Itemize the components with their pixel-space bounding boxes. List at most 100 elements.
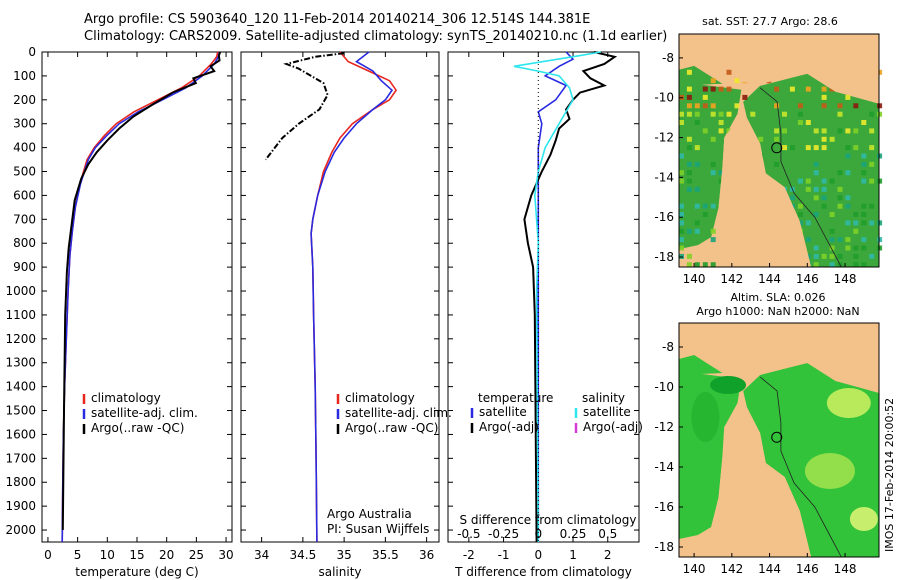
map-y-tick-label: -8 bbox=[662, 340, 674, 354]
sst-cell bbox=[861, 212, 866, 217]
legend-diff-s-label: satellite bbox=[583, 405, 631, 419]
annotation-line-2: PI: Susan Wijffels bbox=[327, 522, 429, 536]
sst-cell bbox=[869, 112, 874, 117]
legend-temperature-panel-label: climatology bbox=[91, 391, 161, 405]
sst-cell bbox=[687, 87, 692, 92]
sla-map-title: Altim. SLA: 0.026 bbox=[730, 291, 825, 304]
x-tick-label: 34.5 bbox=[290, 548, 317, 562]
sst-cell bbox=[830, 237, 835, 242]
sst-cell bbox=[838, 204, 843, 209]
x-tick-label: 35 bbox=[336, 548, 351, 562]
sst-cell bbox=[679, 120, 684, 125]
sst-cell bbox=[877, 154, 882, 159]
sla-patch bbox=[691, 392, 719, 442]
sst-cell bbox=[774, 137, 779, 142]
sst-cell bbox=[782, 112, 787, 117]
sst-cell bbox=[861, 154, 866, 159]
sst-cell bbox=[687, 187, 692, 192]
sst-cell bbox=[711, 170, 716, 175]
sst-cell bbox=[814, 128, 819, 133]
sst-cell bbox=[703, 103, 708, 108]
sst-cell bbox=[877, 112, 882, 117]
sst-cell bbox=[877, 103, 882, 108]
y-tick-label: 600 bbox=[13, 188, 36, 202]
sst-cell bbox=[687, 137, 692, 142]
sst-cell bbox=[853, 103, 858, 108]
sst-cell bbox=[711, 229, 716, 234]
map-x-tick-label: 146 bbox=[796, 272, 819, 286]
legend-title-temperature: temperature bbox=[478, 391, 553, 405]
sst-cell bbox=[727, 70, 732, 75]
sst-cell bbox=[719, 128, 724, 133]
sst-cell bbox=[711, 162, 716, 167]
sst-cell bbox=[814, 195, 819, 200]
plot-frame-salinity bbox=[241, 52, 439, 542]
x-tick-label: -2 bbox=[463, 548, 475, 562]
sst-cell bbox=[687, 145, 692, 150]
sst-cell bbox=[838, 237, 843, 242]
map-x-tick-label: 140 bbox=[683, 562, 706, 576]
map-y-tick-label: -16 bbox=[654, 210, 674, 224]
sst-cell bbox=[845, 95, 850, 100]
sst-cell bbox=[822, 103, 827, 108]
sst-cell bbox=[687, 112, 692, 117]
y-tick-label: 1300 bbox=[5, 356, 36, 370]
y-tick-label: 0 bbox=[28, 45, 36, 59]
legend-salinity-panel-label: satellite-adj. clim. bbox=[345, 406, 452, 420]
sst-cell bbox=[877, 220, 882, 225]
sst-cell bbox=[853, 128, 858, 133]
sst-cell bbox=[822, 179, 827, 184]
sst-cell bbox=[853, 246, 858, 251]
sst-cell bbox=[853, 229, 858, 234]
sst-cell bbox=[845, 220, 850, 225]
sst-cell bbox=[838, 170, 843, 175]
sst-cell bbox=[822, 195, 827, 200]
sst-cell bbox=[798, 204, 803, 209]
sst-cell bbox=[687, 95, 692, 100]
y-tick-label: 1000 bbox=[5, 284, 36, 298]
y-tick-label: 1800 bbox=[5, 475, 36, 489]
y-tick-label: 1100 bbox=[5, 308, 36, 322]
sst-cell bbox=[758, 137, 763, 142]
sst-cell bbox=[822, 145, 827, 150]
map-x-tick-label: 142 bbox=[720, 272, 743, 286]
sst-cell bbox=[806, 145, 811, 150]
legend-diff-t-label: Argo(-adj) bbox=[479, 420, 539, 434]
sst-cell bbox=[687, 179, 692, 184]
s-tick-label: 0.25 bbox=[560, 527, 587, 541]
map-land-northwest bbox=[679, 323, 737, 353]
sst-cell bbox=[845, 246, 850, 251]
sst-cell bbox=[687, 70, 692, 75]
s-tick-label: 0.5 bbox=[598, 527, 617, 541]
sla-patch bbox=[850, 507, 878, 531]
sst-cell bbox=[703, 87, 708, 92]
sst-cell bbox=[774, 87, 779, 92]
map-y-tick-label: -14 bbox=[654, 460, 674, 474]
plot-frame-temperature bbox=[42, 52, 232, 542]
sst-cell bbox=[861, 237, 866, 242]
x-tick-label: 36 bbox=[419, 548, 434, 562]
sst-cell bbox=[814, 162, 819, 167]
y-tick-label: 200 bbox=[13, 93, 36, 107]
y-tick-label: 500 bbox=[13, 165, 36, 179]
map-y-tick-label: -18 bbox=[654, 540, 674, 554]
sst-cell bbox=[845, 204, 850, 209]
sst-cell bbox=[695, 229, 700, 234]
x-tick-label: 25 bbox=[189, 548, 204, 562]
sst-cell bbox=[798, 112, 803, 117]
sst-cell bbox=[711, 78, 716, 83]
y-tick-label: 1400 bbox=[5, 380, 36, 394]
sst-cell bbox=[750, 112, 755, 117]
sst-cell bbox=[679, 112, 684, 117]
sst-cell bbox=[695, 112, 700, 117]
sst-cell bbox=[869, 204, 874, 209]
sst-cell bbox=[774, 103, 779, 108]
sst-cell bbox=[869, 162, 874, 167]
x-tick-label: 20 bbox=[159, 548, 174, 562]
sst-cell bbox=[695, 103, 700, 108]
sst-cell bbox=[830, 262, 835, 267]
x-axis-label: temperature (deg C) bbox=[75, 565, 198, 579]
x-tick-label: 5 bbox=[74, 548, 82, 562]
sst-cell bbox=[735, 78, 740, 83]
sst-cell bbox=[742, 95, 747, 100]
